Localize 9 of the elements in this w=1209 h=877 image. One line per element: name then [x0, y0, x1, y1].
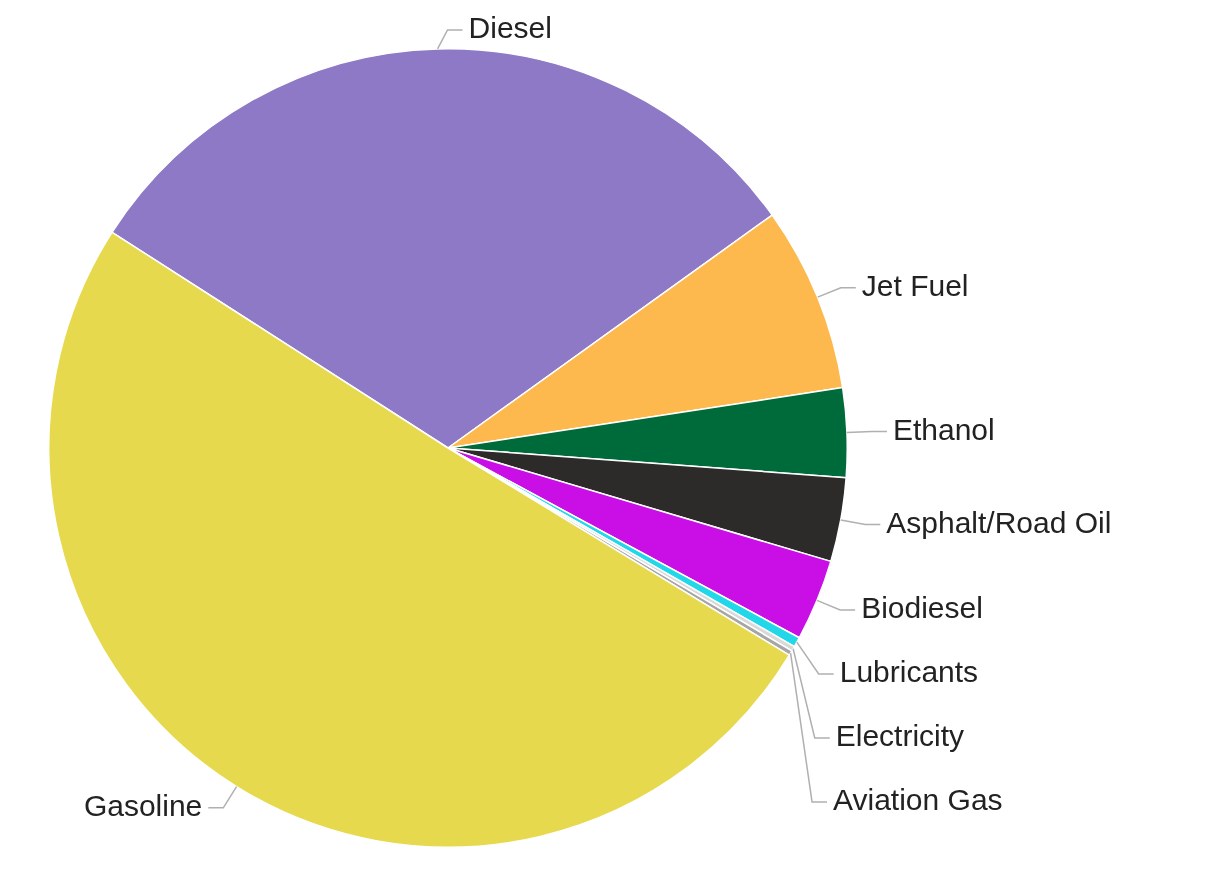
slice-label: Diesel — [468, 11, 552, 45]
slice-label: Aviation Gas — [833, 783, 1003, 817]
slice-label: Electricity — [835, 719, 965, 753]
slice-label: Lubricants — [839, 655, 979, 689]
slice-label: Biodiesel — [861, 591, 983, 625]
slice-label: Jet Fuel — [861, 268, 969, 302]
slice-label: Gasoline — [83, 789, 203, 823]
slice-label: Ethanol — [892, 412, 995, 446]
slice-label: Asphalt/Road Oil — [886, 505, 1112, 539]
